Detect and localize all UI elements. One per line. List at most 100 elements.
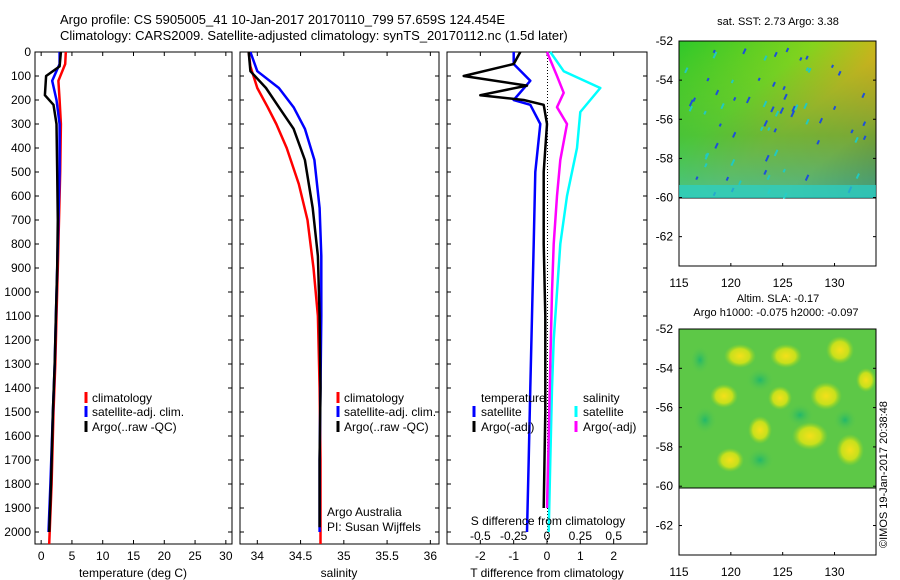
cloud-speckle xyxy=(771,81,776,87)
cloud-speckle xyxy=(854,136,859,144)
y-tick-label: 1400 xyxy=(4,381,31,395)
map-y-tick-label: -54 xyxy=(656,73,674,87)
sla-map-title: Altim. SLA: -0.17 xyxy=(737,293,820,305)
cloud-speckle xyxy=(807,67,812,73)
legend-label: satellite xyxy=(583,405,624,419)
legend-label: satellite-adj. clim. xyxy=(344,405,436,419)
cloud-speckle xyxy=(830,64,835,69)
sla-high-blob xyxy=(710,384,738,408)
x-tick-label: 5 xyxy=(69,549,76,563)
legend-header-salinity: salinity xyxy=(583,391,620,405)
series-line-satellite-adj-clim- xyxy=(249,51,323,532)
y-tick-label: 1500 xyxy=(4,405,31,419)
difference-legend: temperature salinity satellite Argo(-adj… xyxy=(472,391,636,434)
salinity-plot-frame xyxy=(239,51,440,545)
sla-high-blob xyxy=(716,448,744,472)
y-tick-label: 2000 xyxy=(4,525,31,539)
cloud-speckle xyxy=(862,135,867,141)
sst-map: -52 -54 -56 -58 -60 -62 115 120 125 130 xyxy=(656,34,877,290)
map-x-tick-label: 120 xyxy=(721,276,741,290)
x-top-tick-label: -0.5 xyxy=(470,529,491,543)
sla-low-blob xyxy=(746,448,774,472)
cloud-speckle xyxy=(695,176,699,181)
cloud-speckle xyxy=(773,149,779,157)
map-y-tick-label: -52 xyxy=(656,34,674,48)
series-line-argo-raw-qc- xyxy=(247,51,322,528)
y-tick-label: 1000 xyxy=(4,285,31,299)
temperature-xlabel: temperature (deg C) xyxy=(79,566,187,580)
cloud-speckle xyxy=(767,127,771,131)
x-tick-label: 2 xyxy=(610,549,617,563)
series-line-climatology xyxy=(247,51,322,544)
imos-credit: ©IMOS 19-Jan-2017 20:38:48 xyxy=(878,401,890,548)
cloud-speckle xyxy=(763,169,768,175)
cloud-speckle xyxy=(745,96,751,104)
y-tick-label: 600 xyxy=(11,189,31,203)
map-x-tick-label: 130 xyxy=(825,565,845,579)
sla-low-blob xyxy=(786,403,814,427)
cloud-speckle xyxy=(732,131,737,138)
y-tick-label: 0 xyxy=(24,45,31,59)
map-y-tick-label: -60 xyxy=(656,191,674,205)
series-line-temperature-argo-adj- xyxy=(462,51,549,509)
map-y-tick-label: -52 xyxy=(656,322,674,336)
cloud-speckle xyxy=(704,163,708,168)
cloud-speckle xyxy=(704,152,710,160)
sla-heatmap-edge xyxy=(678,328,877,489)
sla-low-blob xyxy=(746,368,774,392)
cloud-speckle xyxy=(805,55,809,60)
cloud-speckle xyxy=(816,139,821,145)
x-tick-label: 15 xyxy=(127,549,141,563)
legend-label: satellite-adj. clim. xyxy=(92,405,184,419)
figure-title-line1: Argo profile: CS 5905005_41 10-Jan-2017 … xyxy=(60,12,506,27)
cloud-speckle xyxy=(861,92,866,99)
sla-high-blob xyxy=(724,344,756,368)
legend-label: climatology xyxy=(92,391,152,405)
x-tick-label: 30 xyxy=(219,549,233,563)
y-tick-label: 1700 xyxy=(4,453,31,467)
difference-xlabel-top: S difference from climatology xyxy=(471,514,626,528)
cloud-speckle xyxy=(804,174,810,181)
sla-high-blob xyxy=(826,336,854,364)
cloud-speckle xyxy=(763,55,768,61)
cloud-speckle xyxy=(684,67,689,74)
cloud-speckle xyxy=(790,110,796,118)
x-top-tick-label: -0.25 xyxy=(500,529,528,543)
map-x-tick-label: 130 xyxy=(825,276,845,290)
temperature-plot-frame xyxy=(34,51,233,545)
figure-title-line2: Climatology: CARS2009. Satellite-adjuste… xyxy=(60,28,568,43)
cloud-speckle xyxy=(785,47,790,53)
sla-high-blob xyxy=(856,368,876,392)
series-line-temperature-satellite xyxy=(512,52,542,533)
x-tick-label: 35 xyxy=(337,549,351,563)
x-tick-label: 20 xyxy=(158,549,172,563)
legend-label: Argo(..raw -QC) xyxy=(344,420,429,434)
float-owner-annotation: Argo Australia xyxy=(327,505,402,519)
y-tick-label: 200 xyxy=(11,93,31,107)
cloud-speckle xyxy=(715,89,720,96)
cloud-speckle xyxy=(730,158,736,167)
legend-label: climatology xyxy=(344,391,404,405)
cloud-speckle xyxy=(832,105,837,111)
y-tick-label: 1200 xyxy=(4,333,31,347)
x-tick-label: 35.5 xyxy=(375,549,399,563)
salinity-legend: climatology satellite-adj. clim. Argo(..… xyxy=(327,391,436,534)
legend-label: Argo(..raw -QC) xyxy=(92,420,177,434)
sla-map: -52 -54 -56 -58 -60 -62 115 120 125 130 xyxy=(656,322,877,579)
y-tick-label: 800 xyxy=(11,237,31,251)
x-tick-label: 0 xyxy=(544,549,551,563)
cloud-speckle xyxy=(862,121,867,127)
sla-high-blob xyxy=(792,422,828,450)
sla-high-blob xyxy=(836,434,864,466)
cloud-speckle xyxy=(730,79,735,84)
cloud-speckle xyxy=(779,107,785,115)
sla-high-blob xyxy=(770,344,802,368)
cloud-speckle xyxy=(712,51,718,59)
x-tick-label: 34 xyxy=(251,549,265,563)
y-tick-label: 100 xyxy=(11,69,31,83)
cloud-speckle xyxy=(837,70,842,76)
float-pi-annotation: PI: Susan Wijffels xyxy=(327,520,421,534)
legend-label: Argo(-adj) xyxy=(481,420,534,434)
sst-heatmap-cold-band xyxy=(679,41,876,198)
